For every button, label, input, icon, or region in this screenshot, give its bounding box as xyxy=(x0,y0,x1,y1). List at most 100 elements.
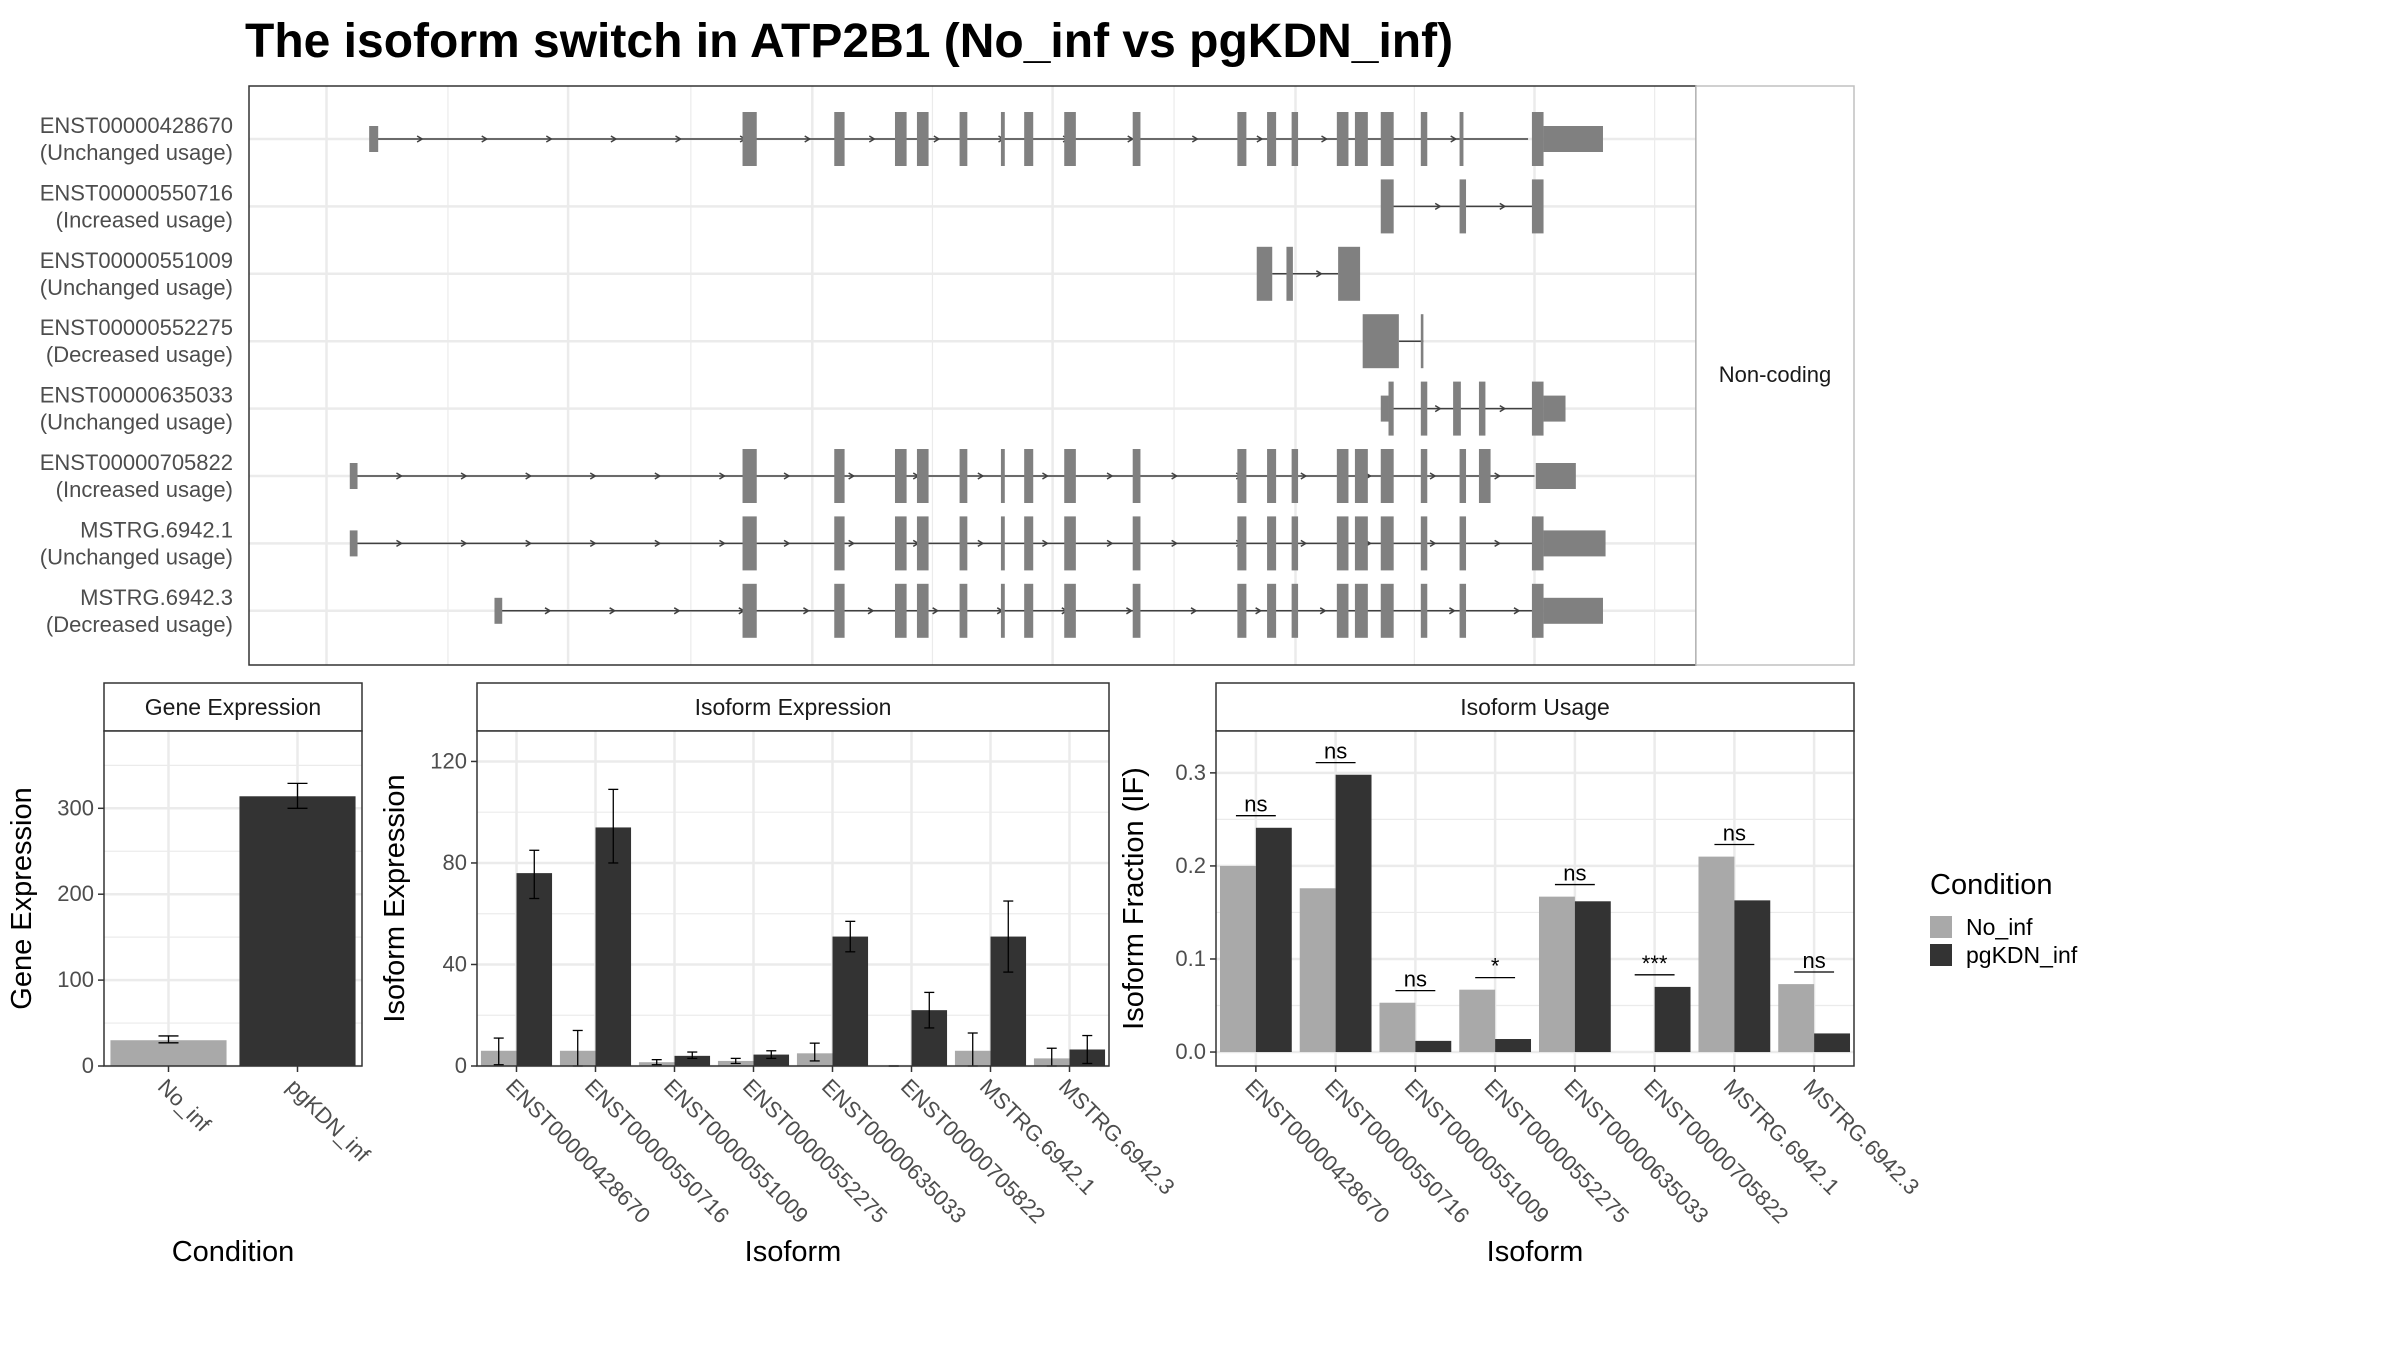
exon-block xyxy=(1064,112,1076,166)
exon-block xyxy=(916,112,929,166)
strand-arrow xyxy=(1106,472,1114,480)
bar-pgKDN_inf xyxy=(1574,901,1611,1053)
exon-block xyxy=(1354,583,1368,638)
strand-arrow xyxy=(1191,135,1199,143)
x-tick-label: ENST00000552275 xyxy=(738,1074,892,1228)
x-tick-label: ENST00000705822 xyxy=(1639,1074,1793,1228)
y-tick-label: 100 xyxy=(57,967,94,992)
strand-arrow xyxy=(1171,472,1179,480)
isoform-id-label: ENST00000550716 xyxy=(40,180,233,205)
y-axis-title: Isoform Expression xyxy=(379,774,411,1022)
strand-arrow xyxy=(848,472,856,480)
strand-arrow xyxy=(933,135,941,143)
significance-label: * xyxy=(1491,954,1500,979)
exon-block xyxy=(1531,516,1544,571)
exon-block xyxy=(1380,179,1394,234)
exon-block xyxy=(894,583,907,638)
panel-strip xyxy=(103,682,363,732)
exon-block xyxy=(959,583,968,638)
exon-block xyxy=(1267,112,1277,166)
exon-block xyxy=(1024,449,1034,503)
strand-arrow xyxy=(675,135,682,143)
exon-block xyxy=(1024,516,1034,571)
strand-arrow xyxy=(1319,607,1327,615)
x-tick-label: ENST00000705822 xyxy=(896,1074,1050,1228)
exon-block xyxy=(1380,583,1394,638)
isoform-status-label: (Unchanged usage) xyxy=(40,275,233,300)
isoform-status-label: (Decreased usage) xyxy=(46,612,233,637)
facet-strip-label: Non-coding xyxy=(1719,362,1832,387)
y-tick-label: 200 xyxy=(57,881,94,906)
y-tick-label: 0 xyxy=(82,1053,94,1078)
strand-arrow xyxy=(1429,539,1437,548)
strand-arrow xyxy=(1315,270,1323,278)
exon-block xyxy=(1380,112,1394,166)
exon-block xyxy=(1237,516,1247,571)
bar-pgKDN_inf xyxy=(1415,1040,1452,1053)
isoform-usage-panel: Isoform Usage ns ns ns * ns *** ns ns 0.0 0.1 0.2 0.… xyxy=(1118,682,1924,1268)
legend-label: No_inf xyxy=(1966,914,2033,940)
exon-block xyxy=(1531,179,1544,234)
strand-arrow xyxy=(1434,202,1442,211)
y-tick-label: 0.0 xyxy=(1175,1039,1206,1064)
exon-block xyxy=(1132,112,1141,166)
exon-block xyxy=(1286,246,1293,301)
bar-pgKDN_inf xyxy=(1814,1033,1851,1053)
exon-block xyxy=(1420,583,1428,638)
isoform-id-label: ENST00000635033 xyxy=(40,383,233,408)
exon-block xyxy=(742,449,757,503)
legend-key-pgKDN_inf xyxy=(1930,944,1952,966)
bar-pgKDN_inf xyxy=(1495,1039,1532,1053)
plot-frame xyxy=(1215,730,1855,1067)
bar-No_inf xyxy=(1219,865,1256,1053)
exon-block xyxy=(1354,112,1368,166)
isoform-status-label: (Increased usage) xyxy=(56,477,233,502)
exon-block xyxy=(1531,583,1544,638)
isoform-id-label: ENST00000705822 xyxy=(40,450,233,475)
strand-arrow xyxy=(1499,202,1507,211)
strand-arrow xyxy=(1256,135,1264,143)
utr-block xyxy=(1543,126,1603,152)
y-tick-label: 0.3 xyxy=(1175,760,1206,785)
isoform-status-label: (Unchanged usage) xyxy=(40,140,233,165)
exon-block xyxy=(959,449,968,503)
strand-arrow xyxy=(1127,135,1135,143)
exon-block xyxy=(1478,381,1486,436)
significance-label: ns xyxy=(1404,967,1427,992)
exon-block xyxy=(1453,381,1461,436)
significance-label: ns xyxy=(1324,739,1347,764)
strand-arrow xyxy=(610,135,618,143)
utr-block xyxy=(349,530,358,557)
isoform-id-label: MSTRG.6942.1 xyxy=(80,517,233,542)
utr-block xyxy=(349,463,358,489)
exon-block xyxy=(1388,381,1394,436)
legend-key-No_inf xyxy=(1930,916,1952,938)
bar-pgKDN_inf xyxy=(832,936,869,1066)
exon-block xyxy=(742,516,757,571)
panel-strip-label: Gene Expression xyxy=(145,694,321,720)
strand-arrow xyxy=(719,539,726,548)
exon-block xyxy=(1380,516,1394,571)
exon-block xyxy=(1336,449,1349,503)
bar-pgKDN_inf xyxy=(239,796,356,1066)
strand-arrow xyxy=(803,607,810,615)
strand-arrow xyxy=(1450,135,1458,143)
strand-arrow xyxy=(654,539,662,548)
strand-arrow xyxy=(525,539,533,548)
bar-No_inf xyxy=(1379,1002,1416,1053)
isoform-id-label: MSTRG.6942.3 xyxy=(80,585,233,610)
exon-block xyxy=(834,516,845,571)
x-tick-label: ENST00000550716 xyxy=(1320,1074,1474,1228)
strand-arrow xyxy=(1449,607,1456,615)
panel-strip-label: Isoform Expression xyxy=(695,694,892,720)
strand-arrow xyxy=(1300,539,1308,548)
exon-block xyxy=(894,449,907,503)
bar-pgKDN_inf xyxy=(674,1055,711,1066)
strand-arrow xyxy=(867,607,875,615)
gene-expression-panel: Gene Expression 0 100 200 300 No_inf pgKDN_inf… xyxy=(6,682,375,1268)
strand-arrow xyxy=(868,135,876,143)
strand-arrow xyxy=(1190,607,1198,615)
utr-block xyxy=(1543,530,1606,557)
x-tick-label: ENST00000552275 xyxy=(1480,1074,1634,1228)
